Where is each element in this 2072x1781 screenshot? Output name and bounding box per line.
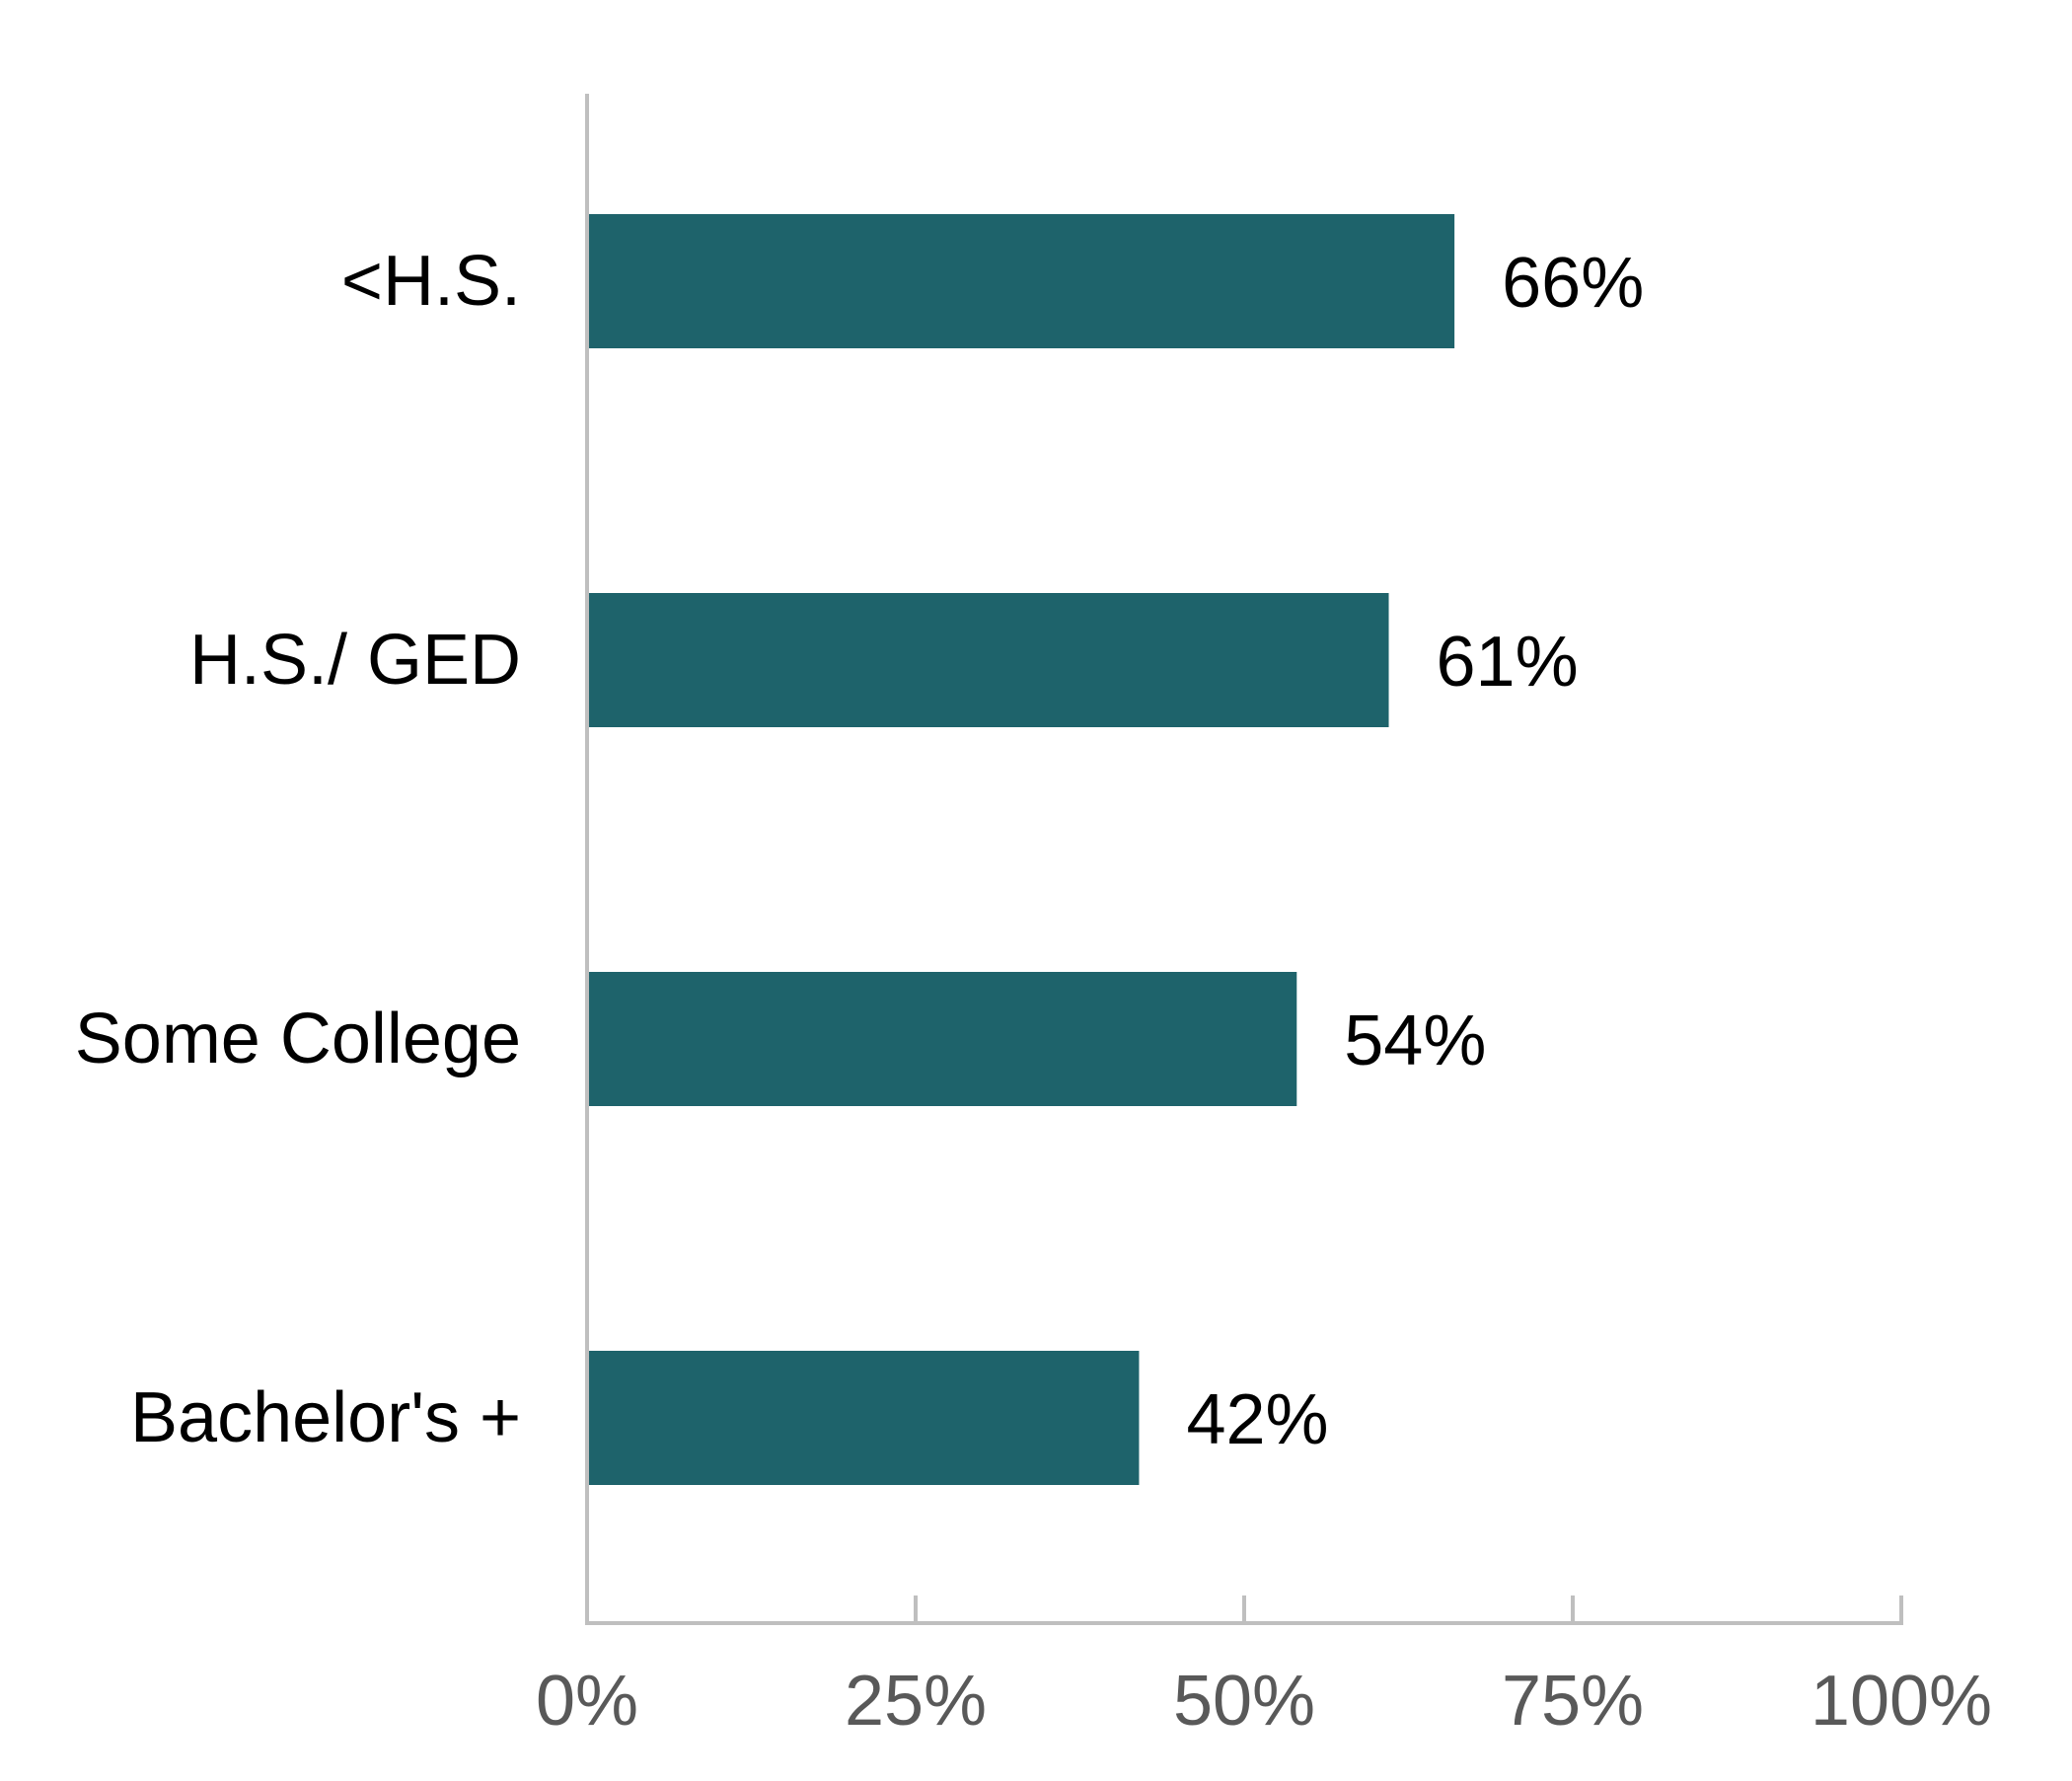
axis-layer: [585, 94, 1903, 1625]
category-label-2: Some College: [75, 1000, 521, 1078]
category-label-1: H.S./ GED: [189, 621, 521, 700]
data-label-3: 42%: [1186, 1380, 1328, 1459]
x-tick-label-0: 0%: [536, 1662, 638, 1741]
data-label-0: 66%: [1502, 244, 1644, 323]
bar-2: [589, 972, 1297, 1106]
bars-layer: [589, 214, 1455, 1485]
bar-0: [589, 214, 1455, 348]
data-label-2: 54%: [1344, 1002, 1486, 1080]
data-label-1: 61%: [1437, 623, 1579, 702]
labels-layer: <H.S. 66% H.S./ GED 61% Some College 54% Bache…: [75, 242, 1992, 1741]
bar-3: [589, 1351, 1140, 1485]
x-tick-label-2: 50%: [1173, 1662, 1315, 1741]
x-tick-label-1: 25%: [845, 1662, 987, 1741]
bar-1: [589, 593, 1389, 727]
category-label-3: Bachelor's +: [130, 1378, 521, 1457]
category-label-0: <H.S.: [341, 242, 521, 321]
x-tick-label-3: 75%: [1502, 1662, 1644, 1741]
x-tick-label-4: 100%: [1811, 1662, 1992, 1741]
